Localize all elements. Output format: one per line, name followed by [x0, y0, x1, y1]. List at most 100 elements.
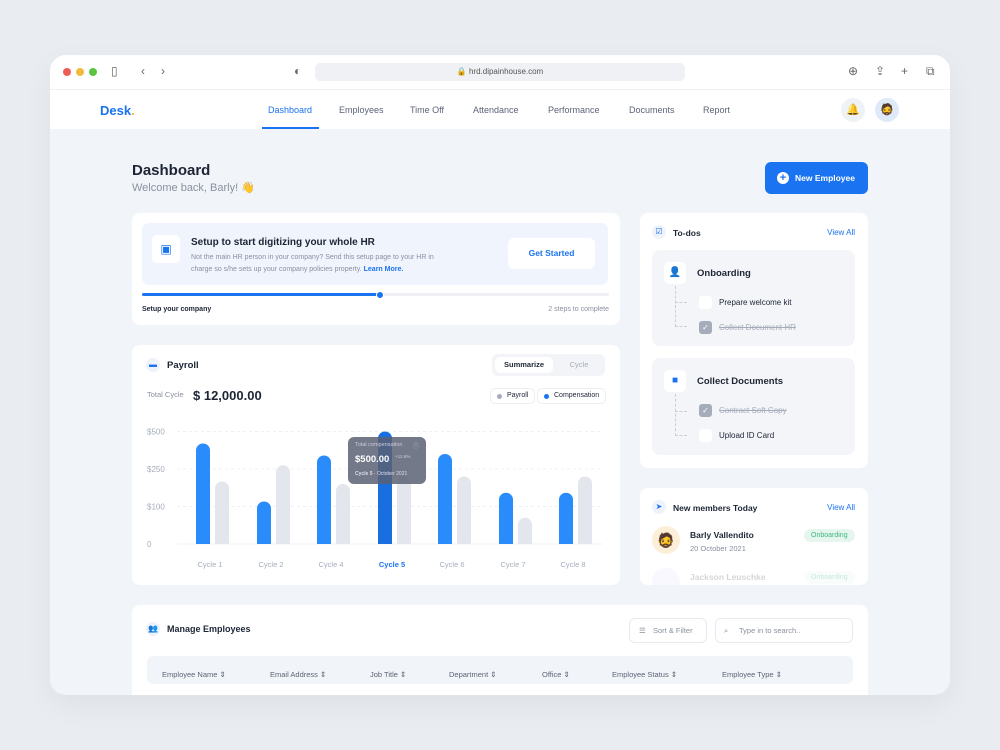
browser-window: ▯ ‹ › ◐ 🔒 hrd.dipainhouse.com ⊕ ⇪ + ⧉ De…	[50, 55, 950, 695]
progress-label: Setup your company	[142, 306, 212, 313]
payroll-title: Payroll	[167, 360, 199, 371]
bar-compensation[interactable]	[257, 501, 271, 545]
search-input[interactable]: ⌕ Type in to search..	[715, 618, 853, 643]
nav-time-off[interactable]: Time Off	[410, 105, 445, 115]
nav-documents[interactable]: Documents	[629, 105, 675, 115]
avatar: 🧔	[652, 526, 680, 554]
logo[interactable]: Desk.	[100, 103, 135, 118]
bar-base	[215, 537, 229, 544]
bar-compensation[interactable]	[499, 492, 513, 544]
steps-left: 2 steps to complete	[548, 306, 609, 313]
bar-base	[196, 537, 210, 544]
help-icon: ⓘ	[412, 444, 419, 450]
x-tick-label: Cycle 7	[500, 560, 525, 569]
bar-payroll[interactable]	[397, 476, 411, 545]
tree-line	[675, 286, 687, 327]
users-icon: 👥	[146, 622, 160, 636]
download-icon[interactable]: ⊕	[848, 64, 859, 78]
bar-base	[257, 537, 271, 544]
y-tick-label: $100	[147, 503, 165, 512]
new-employee-button[interactable]: + New Employee	[765, 162, 868, 194]
col-employee-name[interactable]: Employee Name ⇕	[162, 670, 226, 679]
col-type[interactable]: Employee Type ⇕	[722, 670, 782, 679]
bar-base	[559, 537, 573, 544]
todo-group-title: Collect Documents	[697, 376, 784, 387]
wallet-icon: ▬	[146, 358, 160, 372]
bar-compensation[interactable]	[196, 443, 210, 545]
bar-compensation[interactable]	[317, 455, 331, 545]
setup-title: Setup to start digitizing your whole HR	[191, 237, 375, 248]
bar-base	[578, 537, 592, 544]
todo-checkbox[interactable]	[699, 296, 712, 309]
col-job-title[interactable]: Job Title ⇕	[370, 670, 407, 679]
todo-group-title: Onboarding	[697, 268, 751, 279]
bar-base	[276, 537, 290, 544]
x-tick-label: Cycle 8	[560, 560, 585, 569]
minimize-window-button[interactable]	[76, 68, 84, 76]
bar-payroll[interactable]	[276, 465, 290, 544]
col-status[interactable]: Employee Status ⇕	[612, 670, 678, 679]
nav-dashboard[interactable]: Dashboard	[268, 105, 313, 115]
legend-compensation[interactable]: Compensation	[537, 388, 607, 404]
bar-compensation[interactable]	[559, 492, 573, 544]
sort-filter-button[interactable]: ☰ Sort & Filter	[629, 618, 707, 643]
bar-payroll[interactable]	[457, 476, 471, 545]
new-tab-icon[interactable]: +	[901, 64, 909, 78]
manage-employees-title: Manage Employees	[167, 624, 251, 634]
share-icon[interactable]: ⇪	[875, 64, 886, 78]
todo-item: Prepare welcome kit	[719, 298, 792, 307]
nav-employees[interactable]: Employees	[339, 105, 384, 115]
bar-payroll[interactable]	[215, 481, 229, 545]
bar-base	[457, 537, 471, 544]
todo-checkbox-checked[interactable]: ✓	[699, 321, 712, 334]
browser-toolbar: ▯ ‹ › ◐ 🔒 hrd.dipainhouse.com ⊕ ⇪ + ⧉	[50, 55, 950, 89]
bell-icon[interactable]: 🔔	[841, 98, 865, 122]
todos-view-all[interactable]: View All	[827, 228, 855, 237]
x-tick-label: Cycle 2	[258, 560, 283, 569]
checkbox-icon: ☑	[652, 225, 666, 239]
member-name[interactable]: Jackson Leuschke	[690, 572, 766, 582]
legend-payroll[interactable]: Payroll	[490, 388, 536, 404]
tab-cycle[interactable]: Cycle	[569, 360, 589, 369]
member-date: 20 October 2021	[690, 544, 746, 553]
box-icon: ▣	[152, 235, 180, 263]
payroll-card: ▬ Payroll Summarize Cycle Total Cycle $ …	[132, 345, 620, 585]
todos-title: To-dos	[673, 228, 701, 238]
bar-payroll[interactable]	[578, 476, 592, 545]
col-office[interactable]: Office ⇕	[542, 670, 570, 679]
new-members-card: ➤ New members Today View All 🧔 Barly Val…	[640, 488, 868, 585]
tab-summarize[interactable]: Summarize	[495, 357, 553, 373]
back-icon[interactable]: ‹	[141, 64, 145, 78]
nav-report[interactable]: Report	[703, 105, 731, 115]
user-icon: 👤	[664, 262, 686, 284]
shield-icon[interactable]: ◐	[294, 64, 302, 78]
avatar	[652, 568, 680, 585]
nav-performance[interactable]: Performance	[548, 105, 600, 115]
address-bar[interactable]: 🔒 hrd.dipainhouse.com	[315, 63, 685, 81]
maximize-window-button[interactable]	[89, 68, 97, 76]
todo-checkbox-checked[interactable]: ✓	[699, 404, 712, 417]
bar-payroll[interactable]	[336, 484, 350, 544]
y-tick-label: $500	[147, 428, 165, 437]
todo-group-collect-documents: ■ Collect Documents ✓ Contract Soft Copy…	[652, 358, 855, 455]
col-department[interactable]: Department ⇕	[449, 670, 497, 679]
col-email[interactable]: Email Address ⇕	[270, 670, 327, 679]
member-name[interactable]: Barly Vallendito	[690, 530, 754, 540]
bar-compensation[interactable]	[438, 454, 452, 544]
todo-checkbox[interactable]	[699, 429, 712, 442]
chart-tooltip: Total compensation ⓘ $500.00 +12.6% Cycl…	[348, 437, 426, 484]
forward-icon[interactable]: ›	[161, 64, 165, 78]
setup-card: ▣ Setup to start digitizing your whole H…	[132, 213, 620, 325]
active-tab-indicator	[262, 127, 319, 129]
welcome-text: Welcome back, Barly! 👋	[132, 182, 255, 194]
nav-attendance[interactable]: Attendance	[473, 105, 519, 115]
tabs-icon[interactable]: ⧉	[926, 64, 935, 78]
get-started-button[interactable]: Get Started	[508, 238, 595, 269]
members-view-all[interactable]: View All	[827, 503, 855, 512]
sidebar-icon[interactable]: ▯	[111, 64, 118, 78]
avatar[interactable]: 🧔	[875, 98, 899, 122]
todo-item: Collect Document HR	[719, 323, 796, 332]
learn-more-link[interactable]: Learn More.	[363, 266, 404, 273]
close-window-button[interactable]	[63, 68, 71, 76]
setup-banner: ▣ Setup to start digitizing your whole H…	[142, 223, 608, 285]
